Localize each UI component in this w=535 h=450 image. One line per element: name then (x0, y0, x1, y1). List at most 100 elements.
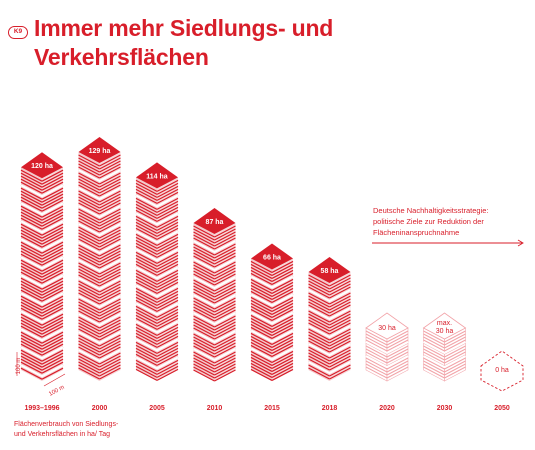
hatch-line (78, 238, 100, 251)
hatch-line (78, 199, 100, 212)
hatch-line (135, 368, 158, 381)
hatch-line (20, 319, 43, 332)
hatch-line (78, 268, 100, 281)
hatch-line (41, 334, 64, 347)
block-separator (78, 277, 121, 291)
category-label: 2000 (92, 405, 108, 412)
hatch-line (20, 211, 43, 224)
hatch-line (156, 311, 179, 324)
hatch-line (135, 206, 158, 219)
block-separator (20, 220, 64, 234)
footnote-line-1: Flächenverbrauch von Siedlungs- (14, 421, 119, 428)
hatch-line (20, 172, 43, 185)
hatch-line (308, 340, 330, 353)
zero-outline (480, 350, 524, 392)
hatch-line (99, 325, 121, 338)
hatch-line (271, 272, 294, 285)
hatch-line (99, 322, 121, 335)
hatch-line (135, 200, 158, 213)
hatch-line (271, 299, 294, 312)
hatch-line (156, 362, 179, 375)
hatch-line (329, 319, 351, 332)
hatch-line (423, 360, 445, 373)
hatch-line (41, 271, 64, 284)
hatch-line (365, 330, 388, 343)
hatch-line (78, 226, 100, 239)
hatch-line (135, 263, 158, 276)
hatch-line (99, 220, 121, 233)
hatch-line (250, 305, 273, 318)
block-separator (423, 341, 466, 355)
hatch-line (41, 241, 64, 254)
hatch-line (214, 360, 236, 373)
hatch-line (386, 348, 409, 361)
hatch-line (156, 185, 179, 198)
hatch-line (214, 309, 236, 322)
hatch-line (99, 310, 121, 323)
hatch-line (41, 331, 64, 344)
hatch-line (271, 263, 294, 276)
hatch-line (156, 335, 179, 348)
block-separator (250, 329, 294, 343)
hatch-line (20, 223, 43, 236)
hatch-line (41, 250, 64, 263)
hatch-line (308, 304, 330, 317)
hatch-line (308, 364, 330, 377)
hatch-line (20, 283, 43, 296)
hatch-line (41, 307, 64, 320)
column-1: 129 ha 2000 (78, 137, 121, 412)
hatch-line (156, 191, 179, 204)
hatch-line (20, 214, 43, 227)
hatch-line (20, 289, 43, 302)
block-separator (308, 289, 351, 303)
hatch-line (156, 242, 179, 255)
category-label: 2030 (437, 405, 453, 412)
hatch-line (156, 236, 179, 249)
hatch-line (193, 261, 215, 274)
hatch-line (135, 326, 158, 339)
hatch-line (156, 368, 179, 381)
hatch-line (20, 175, 43, 188)
hatch-line (99, 217, 121, 230)
hatch-line (156, 269, 179, 282)
hatch-line (329, 295, 351, 308)
hatch-line (386, 330, 409, 343)
hatch-line (20, 313, 43, 326)
hatch-line (20, 280, 43, 293)
hatch-line (156, 182, 179, 195)
column-top-face (21, 152, 63, 179)
hatch-line (20, 205, 43, 218)
arrow-right-icon (372, 239, 524, 247)
hatch-line (329, 334, 351, 347)
value-label: 114 ha (146, 173, 168, 180)
column-3: 87 ha 2010 (193, 207, 236, 412)
hatch-line (99, 304, 121, 317)
hatch-line (41, 217, 64, 230)
hatch-line (99, 229, 121, 242)
hatch-line (156, 245, 179, 258)
hatch-line (20, 187, 43, 200)
hatch-line (20, 355, 43, 368)
hatch-line (308, 334, 330, 347)
hatch-line (20, 217, 43, 230)
hatch-line (135, 191, 158, 204)
hatch-line (41, 322, 64, 335)
hatch-line (99, 247, 121, 260)
hatch-line (329, 337, 351, 350)
column-8: 0 ha 2050 (480, 350, 524, 412)
hatch-line (329, 292, 351, 305)
hatch-line (250, 362, 273, 375)
block-separator (193, 258, 236, 272)
hatch-line (20, 271, 43, 284)
hatch-line (41, 199, 64, 212)
hatch-line (41, 286, 64, 299)
hatch-line (20, 241, 43, 254)
hatch-line (78, 229, 100, 242)
hatch-line (20, 367, 43, 380)
hatch-line (135, 233, 158, 246)
hatch-line (271, 359, 294, 372)
hatch-line (386, 357, 409, 370)
hatch-line (41, 343, 64, 356)
hatch-line (135, 299, 158, 312)
hatch-line (78, 217, 100, 230)
